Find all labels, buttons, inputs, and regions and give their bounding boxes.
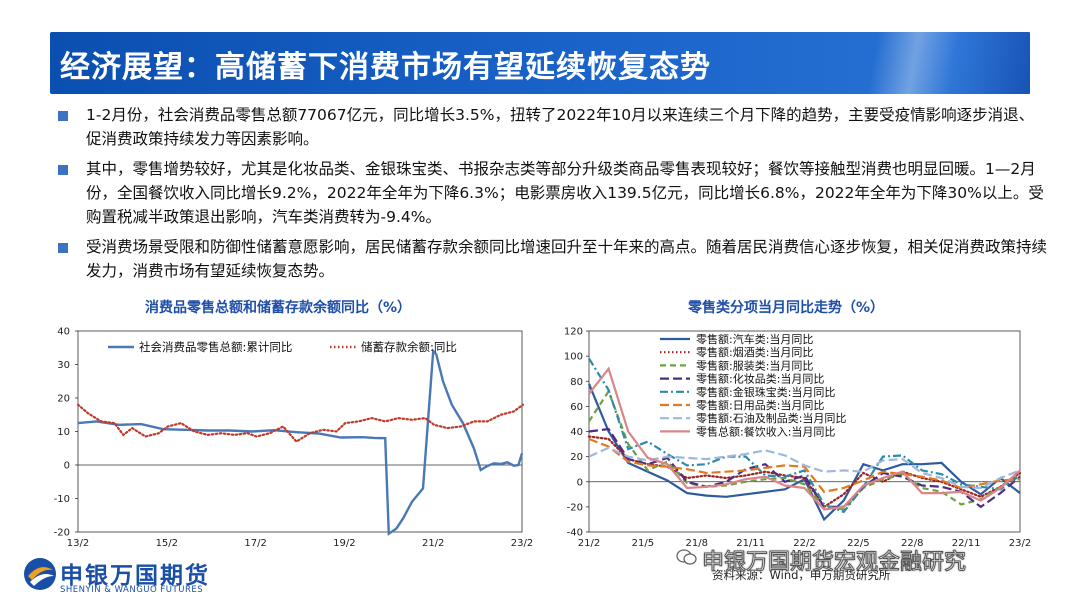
x-tick-label: 13/2: [67, 538, 89, 549]
bullet-list: 1-2月份，社会消费品零售总额77067亿元，同比增长3.5%，扭转了2022年…: [58, 103, 1048, 289]
series-line: [77, 348, 524, 536]
y-tick-label: 40: [57, 327, 70, 338]
company-logo-icon: [24, 558, 56, 590]
bullet-square-icon: [58, 243, 68, 253]
wechat-icon: [676, 549, 697, 565]
y-tick-label: 0: [64, 461, 70, 472]
bullet-square-icon: [58, 165, 68, 175]
slide-title: 经济展望：高储蓄下消费市场有望延续恢复态势: [60, 50, 711, 85]
bullet-text: 其中，零售增势较好，尤其是化妆品类、金银珠宝类、书报杂志类等部分升级类商品零售表…: [86, 160, 1044, 226]
y-tick-label: 10: [57, 427, 70, 438]
banner-decoration: [770, 32, 1030, 94]
legend-label: 储蓄存款余额:同比: [361, 340, 457, 354]
legend-label: 社会消费品零售总额:累计同比: [139, 340, 292, 354]
right-chart-title: 零售类分项当月同比走势（%）: [688, 300, 885, 316]
title-banner: 经济展望：高储蓄下消费市场有望延续恢复态势: [50, 32, 1030, 94]
y-tick-label: 20: [57, 394, 70, 405]
bullet-item: 1-2月份，社会消费品零售总额77067亿元，同比增长3.5%，扭转了2022年…: [58, 103, 1048, 151]
bullet-item: 其中，零售增势较好，尤其是化妆品类、金银珠宝类、书报杂志类等部分升级类商品零售表…: [58, 157, 1048, 229]
series-line: [76, 403, 524, 444]
bullet-square-icon: [58, 111, 68, 121]
x-tick-label: 17/2: [244, 538, 266, 549]
bullet-item: 受消费场景受限和防御性储蓄意愿影响，居民储蓄存款余额同比增速回升至十年来的高点。…: [58, 235, 1048, 283]
bullet-text: 1-2月份，社会消费品零售总额77067亿元，同比增长3.5%，扭转了2022年…: [86, 106, 1035, 148]
watermark-text: 申银万国期货宏观金融研究: [701, 550, 967, 576]
x-tick-label: 21/2: [422, 538, 444, 549]
bullet-text: 受消费场景受限和防御性储蓄意愿影响，居民储蓄存款余额同比增速回升至十年来的高点。…: [86, 238, 1048, 280]
company-name-cn: 申银万国期货: [60, 563, 210, 589]
data-source-note: 资料来源：Wind，申万期货研究所: [712, 568, 891, 582]
left-chart-title: 消费品零售总额和储蓄存款余额同比（%）: [145, 300, 412, 316]
y-tick-label: 30: [57, 360, 70, 371]
y-tick-label: -20: [54, 528, 70, 539]
x-tick-label: 23/2: [511, 538, 533, 549]
x-tick-label: 19/2: [333, 538, 355, 549]
company-name-en: SHENYIN & WANGUO FUTURES: [60, 585, 204, 595]
x-tick-label: 15/2: [156, 538, 178, 549]
y-tick-label: -10: [54, 494, 70, 505]
